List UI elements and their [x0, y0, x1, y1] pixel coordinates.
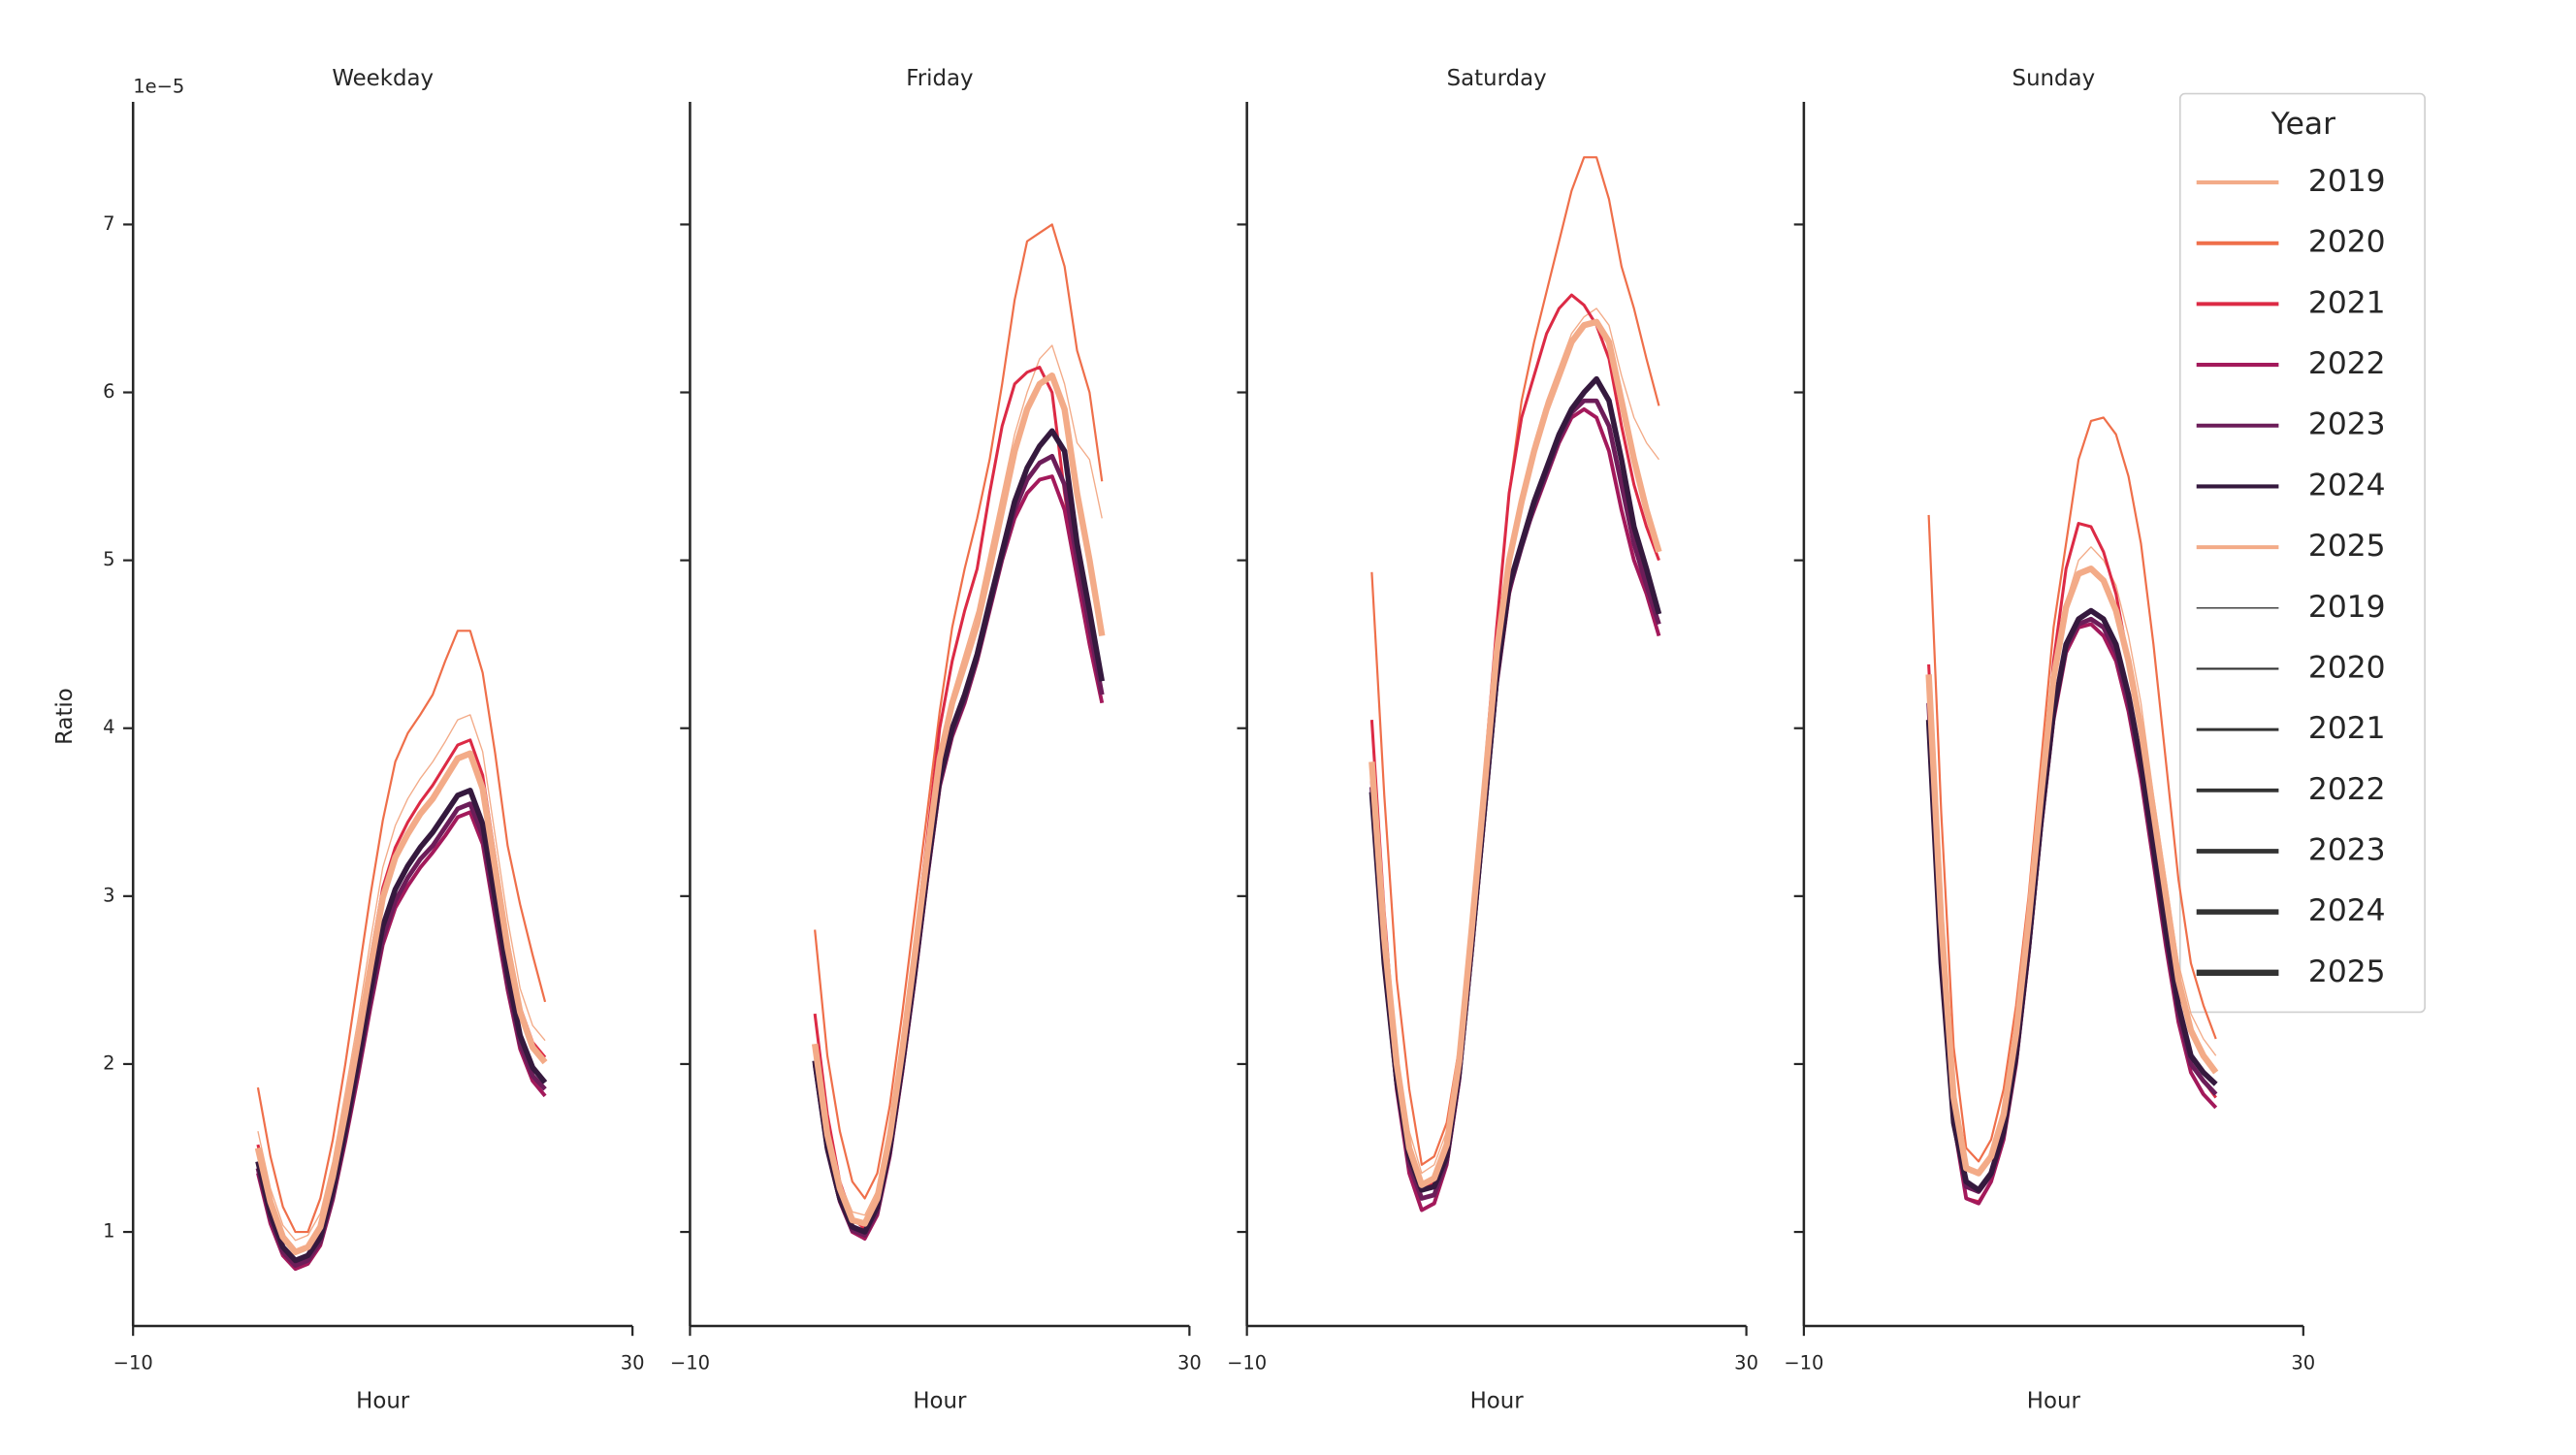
series-line — [1927, 522, 2217, 1204]
series-line — [256, 630, 547, 1234]
y-tick-label: 3 — [103, 884, 114, 906]
panel-title: Sunday — [2012, 66, 2096, 91]
legend-label: 2023 — [2308, 832, 2386, 867]
legend-label: 2021 — [2308, 711, 2386, 746]
legend-label: 2021 — [2308, 285, 2386, 320]
x-axis-label: Hour — [2027, 1388, 2081, 1413]
series-line — [1368, 318, 1662, 1188]
legend-label: 2019 — [2308, 590, 2386, 625]
y-tick-label: 7 — [103, 212, 114, 235]
x-tick-label: 30 — [1177, 1351, 1202, 1374]
legend-label: 2019 — [2308, 164, 2386, 199]
y-tick-label: 2 — [103, 1051, 114, 1074]
series-line — [1926, 616, 2218, 1194]
series-line — [254, 750, 548, 1256]
legend-box — [2178, 92, 2427, 1014]
legend-label: 2023 — [2308, 407, 2386, 442]
series-line — [814, 223, 1104, 1200]
series-line — [812, 453, 1105, 1238]
series-line — [1370, 156, 1660, 1166]
series-line — [813, 474, 1105, 1241]
series-line — [813, 366, 1104, 1231]
panel-title: Weekday — [332, 66, 434, 91]
x-tick-label: −10 — [113, 1351, 153, 1374]
x-axis-label: Hour — [913, 1388, 967, 1413]
panel-title: Saturday — [1447, 66, 1547, 91]
y-tick-label: 1 — [103, 1220, 114, 1243]
series-line — [1927, 416, 2217, 1163]
series-line — [255, 787, 548, 1264]
legend-label: 2022 — [2308, 346, 2386, 381]
series-line — [1925, 566, 2219, 1177]
legend-label: 2020 — [2308, 650, 2386, 685]
x-axis-label: Hour — [356, 1388, 410, 1413]
y-axis-label: Ratio — [52, 688, 78, 745]
y-offset-label: 1e−5 — [133, 75, 184, 97]
legend-label: 2025 — [2308, 529, 2386, 564]
series-line — [256, 738, 547, 1254]
x-tick-label: −10 — [1227, 1351, 1267, 1374]
legend-title: Year — [2270, 107, 2335, 142]
legend-label: 2022 — [2308, 772, 2386, 807]
x-tick-label: −10 — [670, 1351, 710, 1374]
series-line — [1368, 375, 1662, 1193]
x-tick-label: 30 — [621, 1351, 645, 1374]
legend-label: 2024 — [2308, 893, 2386, 928]
x-axis-label: Hour — [1470, 1388, 1525, 1413]
series-line — [812, 428, 1106, 1235]
series-line — [811, 372, 1106, 1227]
y-tick-label: 6 — [103, 380, 114, 403]
y-tick-label: 5 — [103, 548, 114, 570]
legend-label: 2024 — [2308, 468, 2386, 502]
series-line — [257, 714, 546, 1242]
series-line — [1926, 622, 2218, 1206]
series-line — [1925, 607, 2218, 1193]
legend-label: 2020 — [2308, 225, 2386, 260]
x-tick-label: 30 — [2291, 1351, 2315, 1374]
y-tick-label: 4 — [103, 716, 114, 738]
panel-title: Friday — [906, 66, 973, 91]
x-tick-label: 30 — [1734, 1351, 1758, 1374]
legend-label: 2025 — [2308, 954, 2386, 989]
x-tick-label: −10 — [1784, 1351, 1823, 1374]
